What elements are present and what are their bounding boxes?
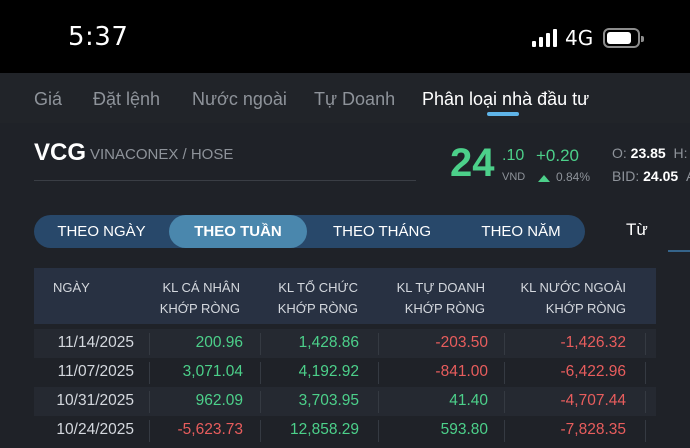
cell-proprietary: 593.80 bbox=[440, 421, 488, 438]
open-value: 23.85 bbox=[630, 145, 666, 161]
col-foreign[interactable]: KL NƯỚC NGOÀI KHỚP RÒNG bbox=[520, 280, 626, 316]
column-separator bbox=[378, 391, 379, 413]
ask-label: A bbox=[686, 168, 690, 184]
column-separator bbox=[260, 391, 261, 413]
column-separator bbox=[149, 420, 150, 442]
price-change-percent: 0.84% bbox=[556, 170, 591, 184]
column-separator bbox=[260, 362, 261, 384]
price-change: +0.20 bbox=[536, 146, 580, 165]
column-separator bbox=[149, 362, 150, 384]
bid-value: 24.05 bbox=[643, 168, 679, 184]
signal-icon bbox=[532, 29, 557, 47]
bid-ask-line: BID: 24.05 A bbox=[612, 168, 690, 184]
column-separator bbox=[260, 333, 261, 355]
cell-foreign: -4,707.44 bbox=[560, 392, 627, 409]
column-separator bbox=[504, 391, 505, 413]
cell-institution: 4,192.92 bbox=[298, 363, 359, 380]
exchange-label: VINACONEX / HOSE bbox=[90, 146, 234, 163]
cell-individual: 200.96 bbox=[195, 334, 243, 351]
period-monthly[interactable]: THEO THÁNG bbox=[332, 223, 432, 240]
top-nav-tabs: Giá Đặt lệnh Nước ngoài Tự Doanh Phân lo… bbox=[0, 73, 690, 123]
col-date[interactable]: NGÀY bbox=[53, 280, 90, 295]
tab-phan-loai-nha-dau-tu[interactable]: Phân loại nhà đầu tư bbox=[422, 89, 590, 109]
status-time: 5:37 bbox=[68, 22, 129, 52]
column-separator bbox=[149, 333, 150, 355]
tab-tu-doanh[interactable]: Tự Doanh bbox=[314, 89, 396, 109]
cell-institution: 3,703.95 bbox=[298, 392, 359, 409]
period-weekly[interactable]: THEO TUẦN bbox=[169, 215, 307, 248]
column-separator bbox=[645, 391, 646, 413]
ticker-symbol[interactable]: VCG bbox=[34, 139, 87, 166]
cell-foreign: -7,828.35 bbox=[560, 421, 627, 438]
cell-date: 11/07/2025 bbox=[57, 363, 134, 380]
tab-nuoc-ngoai[interactable]: Nước ngoài bbox=[192, 89, 287, 109]
table-row[interactable]: 11/07/2025 3,071.04 4,192.92 -841.00 -6,… bbox=[34, 358, 656, 387]
col-individual[interactable]: KL CÁ NHÂN KHỚP RÒNG bbox=[159, 280, 240, 316]
battery-icon bbox=[603, 28, 645, 48]
active-tab-indicator bbox=[487, 112, 519, 116]
cell-proprietary: 41.40 bbox=[449, 392, 488, 409]
cell-institution: 12,858.29 bbox=[290, 421, 359, 438]
cell-foreign: -6,422.96 bbox=[560, 363, 627, 380]
column-separator bbox=[645, 420, 646, 442]
period-daily[interactable]: THEO NGÀY bbox=[57, 223, 146, 240]
high-label: H: bbox=[673, 145, 688, 161]
cell-proprietary: -203.50 bbox=[435, 334, 488, 351]
cell-institution: 1,428.86 bbox=[298, 334, 359, 351]
price-unit: VND bbox=[502, 171, 526, 183]
price-integer: 24 bbox=[450, 141, 495, 185]
column-separator bbox=[149, 391, 150, 413]
column-separator bbox=[504, 420, 505, 442]
column-separator bbox=[260, 420, 261, 442]
col-proprietary[interactable]: KL TỰ DOANH KHỚP RÒNG bbox=[396, 280, 485, 316]
cell-individual: 962.09 bbox=[195, 392, 243, 409]
status-bar: 5:37 4G bbox=[0, 0, 690, 73]
network-type: 4G bbox=[565, 26, 594, 50]
status-indicators: 4G bbox=[532, 26, 645, 50]
table-header: NGÀY KL CÁ NHÂN KHỚP RÒNG KL TỔ CHỨC KHỚ… bbox=[34, 268, 656, 324]
cell-proprietary: -841.00 bbox=[435, 363, 488, 380]
table-row[interactable]: 10/31/2025 962.09 3,703.95 41.40 -4,707.… bbox=[34, 387, 656, 416]
arrow-up-icon bbox=[538, 175, 550, 182]
column-separator bbox=[378, 362, 379, 384]
tab-dat-lenh[interactable]: Đặt lệnh bbox=[93, 89, 161, 109]
cell-date: 10/24/2025 bbox=[56, 421, 134, 438]
tab-gia[interactable]: Giá bbox=[34, 89, 63, 109]
open-label: O: bbox=[612, 145, 627, 161]
price-decimal: .10 bbox=[502, 147, 525, 164]
cell-date: 11/14/2025 bbox=[57, 334, 134, 351]
bid-label: BID: bbox=[612, 168, 640, 184]
cell-individual: 3,071.04 bbox=[182, 363, 243, 380]
period-segmented-control: THEO NGÀY THEO TUẦN THEO THÁNG THEO NĂM bbox=[34, 215, 585, 248]
column-separator bbox=[645, 362, 646, 384]
period-yearly[interactable]: THEO NĂM bbox=[481, 223, 561, 240]
cell-individual: -5,623.73 bbox=[177, 421, 244, 438]
cell-date: 10/31/2025 bbox=[56, 392, 134, 409]
column-separator bbox=[504, 362, 505, 384]
column-separator bbox=[504, 333, 505, 355]
divider bbox=[34, 180, 416, 181]
table-row[interactable]: 10/24/2025 -5,623.73 12,858.29 593.80 -7… bbox=[34, 416, 656, 445]
col-institution[interactable]: KL TỔ CHỨC KHỚP RÒNG bbox=[277, 280, 358, 316]
from-date-label[interactable]: Từ bbox=[626, 220, 648, 239]
symbol-header: VCG VINACONEX / HOSE 24 .10 VND +0.20 0.… bbox=[0, 123, 690, 208]
cell-foreign: -1,426.32 bbox=[560, 334, 627, 351]
from-date-underline bbox=[668, 250, 690, 252]
column-separator bbox=[378, 420, 379, 442]
column-separator bbox=[645, 333, 646, 355]
investor-classification-table: NGÀY KL CÁ NHÂN KHỚP RÒNG KL TỔ CHỨC KHỚ… bbox=[34, 268, 656, 445]
column-separator bbox=[378, 333, 379, 355]
open-high-line: O: 23.85 H: 2 bbox=[612, 145, 690, 161]
table-row[interactable]: 11/14/2025 200.96 1,428.86 -203.50 -1,42… bbox=[34, 329, 656, 358]
